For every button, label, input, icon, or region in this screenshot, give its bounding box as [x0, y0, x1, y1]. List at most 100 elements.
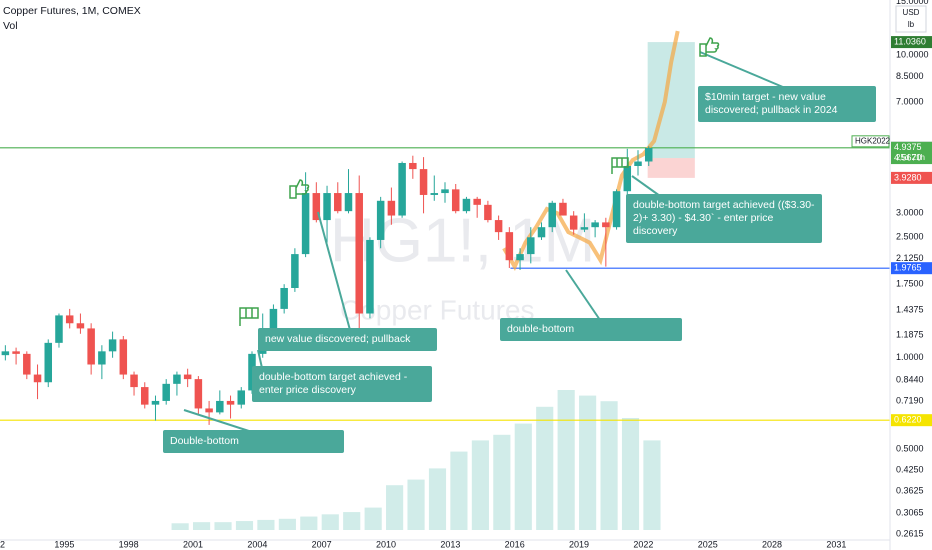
marks: [0, 30, 890, 530]
candle-body: [301, 193, 310, 255]
candle-body: [141, 387, 149, 405]
volume-bar: [600, 401, 618, 530]
candle-body: [291, 254, 299, 288]
candle-body: [612, 191, 621, 228]
x-tick-label: 2010: [376, 539, 396, 549]
volume-bar: [579, 395, 597, 530]
candle-body: [494, 220, 503, 233]
candle-body: [87, 328, 95, 365]
volume-bar: [450, 451, 468, 530]
candle-body: [473, 198, 481, 205]
price-label: 4.9375: [894, 142, 922, 152]
x-tick-label: 2004: [247, 539, 267, 549]
candle-body: [430, 193, 439, 195]
volume-bar: [343, 512, 361, 530]
candle-body: [441, 189, 449, 194]
x-tick-label: 1998: [119, 539, 139, 549]
candle-body: [183, 374, 192, 380]
x-tick-label: 92: [0, 539, 5, 549]
volume-bar: [214, 522, 232, 530]
price-label: 0.6220: [894, 415, 922, 425]
volume-bar: [257, 519, 275, 530]
x-tick-label: 2022: [633, 539, 653, 549]
x-tick-label: 2031: [826, 539, 846, 549]
candle-body: [312, 193, 321, 221]
candle-body: [591, 222, 599, 228]
candle-body: [602, 222, 610, 228]
volume-bar: [514, 423, 532, 530]
candle-body: [580, 227, 589, 230]
price-label-box: [891, 141, 932, 154]
x-tick-label: 1995: [54, 539, 74, 549]
volume-bar: [300, 516, 318, 530]
volume-bar: [621, 418, 640, 530]
candle-body: [537, 227, 546, 238]
candle-body: [119, 339, 128, 375]
unit-box: [895, 5, 927, 33]
candle-body: [366, 239, 374, 314]
candle-body: [226, 400, 235, 405]
candle-body: [44, 342, 53, 383]
candle-body: [173, 374, 181, 384]
candle-body: [505, 232, 514, 261]
volume-bar: [364, 507, 382, 530]
volume-bar: [171, 523, 189, 530]
price-label-box: [891, 171, 932, 184]
volume-bar: [193, 522, 211, 530]
x-tick-label: 2007: [312, 539, 332, 549]
candle-body: [205, 408, 213, 413]
price-label: 1.9765: [894, 263, 922, 273]
candle-body: [623, 165, 632, 192]
x-tick-label: 2019: [569, 539, 589, 549]
candle-body: [55, 315, 63, 343]
candle-body: [269, 308, 278, 334]
icons: [239, 37, 720, 326]
stop-zone: [647, 158, 695, 178]
candle-body: [548, 202, 556, 228]
candle-body: [484, 204, 492, 221]
x-tick-label: 2016: [505, 539, 525, 549]
x-tick-label: 2028: [762, 539, 782, 549]
volume-bar: [428, 468, 447, 530]
y-tick-label: 0.4250: [896, 465, 924, 475]
price-label: 4.5670: [894, 152, 922, 162]
candle-body: [559, 202, 567, 216]
volume-bar: [407, 479, 425, 530]
candle-body: [216, 400, 224, 413]
projection: [502, 30, 680, 271]
candle-body: [237, 390, 246, 405]
y-tick-label: 3.0000: [896, 208, 924, 218]
volume-bar: [278, 518, 296, 530]
candle-body: [248, 353, 256, 391]
contract-box: [851, 135, 890, 148]
candle-body: [323, 193, 331, 221]
price-label-box: [891, 414, 932, 427]
candle-body: [12, 351, 20, 354]
countdown: 25d 21h: [896, 153, 925, 162]
price-label-box: [891, 262, 932, 275]
annotation: double-bottom: [500, 318, 682, 341]
candle-body: [23, 353, 31, 375]
candle-body: [409, 162, 417, 170]
x-tick-label: 2001: [183, 539, 203, 549]
y-tick-label: 2.1250: [896, 253, 924, 263]
unit: lb: [908, 20, 915, 29]
candle-body: [462, 198, 471, 212]
title: Copper Futures, 1M, COMEX: [3, 5, 141, 17]
annotation: double-bottom target achieved (($3.30-2)…: [626, 194, 822, 243]
candle-body: [644, 148, 653, 162]
y-tick-label: 15.0000: [896, 0, 929, 6]
candle-body: [194, 379, 203, 409]
y-tick-label: 0.5000: [896, 443, 924, 453]
volume-bar: [493, 434, 511, 530]
price-label-box: [891, 36, 932, 49]
volume-bar: [321, 514, 339, 530]
y-tick-label: 0.3065: [896, 508, 924, 518]
candle-body: [569, 215, 578, 230]
volume-bar: [386, 485, 404, 530]
price-label: 11.0360: [894, 36, 926, 46]
candle-body: [516, 254, 524, 261]
candle-body: [634, 161, 642, 166]
candle-body: [387, 200, 396, 216]
